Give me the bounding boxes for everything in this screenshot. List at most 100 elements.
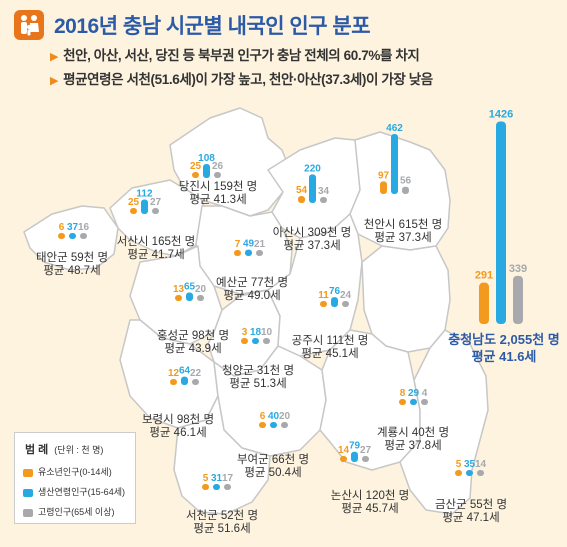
elderly-bar [192, 379, 199, 385]
youth-bar [259, 422, 266, 428]
working-value-label: 76 [329, 286, 341, 297]
elderly-value-label: 34 [318, 186, 330, 197]
working-value-label: 79 [349, 441, 361, 452]
region-avg-age-label: 평균 51.3세 [229, 377, 286, 390]
working-bar [309, 174, 316, 203]
region-name-label: 천안시 615천 명 [364, 217, 442, 231]
working-value-label: 108 [198, 153, 215, 164]
working-bar [186, 292, 193, 301]
youth-value-label: 7 [235, 239, 241, 250]
elderly-bar [197, 295, 204, 301]
working-bar [213, 484, 220, 490]
page-title: 2016년 충남 시군별 내국인 인구 분포 [54, 15, 371, 38]
elderly-value-label: 56 [400, 176, 412, 187]
legend-label: 고령인구(65세 이상) [38, 507, 115, 517]
working-swatch [23, 488, 33, 497]
youth-value-label: 8 [400, 388, 406, 399]
triangle-bullet-icon: ▶ [50, 51, 59, 63]
working-value-label: 29 [408, 388, 420, 399]
elderly-value-label: 14 [475, 459, 487, 470]
region-name-label: 금산군 55천 명 [435, 497, 507, 511]
total-elderly-value-label: 339 [509, 263, 527, 275]
youth-bar [320, 301, 327, 307]
working-bar [69, 233, 76, 239]
working-value-label: 18 [250, 327, 262, 338]
elderly-bar [362, 456, 369, 462]
region-name-label: 당진시 159천 명 [179, 179, 257, 193]
working-bar [252, 338, 259, 344]
legend-label: 생산연령인구(15-64세) [38, 487, 125, 497]
elderly-bar [342, 301, 349, 307]
working-bar [270, 422, 277, 428]
elderly-bar [477, 470, 484, 476]
region-name-label: 청양군 31천 명 [222, 363, 294, 377]
total-name-label: 충청남도 2,055천 명 [448, 332, 560, 347]
elderly-bar [224, 484, 231, 490]
working-bar [410, 399, 417, 405]
region-name-label: 서천군 52천 명 [186, 508, 258, 522]
elderly-bar [421, 399, 428, 405]
elderly-value-label: 20 [195, 284, 207, 295]
elderly-value-label: 27 [360, 445, 372, 456]
working-bar [391, 133, 398, 194]
youth-bar [455, 470, 462, 476]
summary-bullet: ▶ 천안, 아산, 서산, 당진 등 북부권 인구가 충남 전체의 60.7%를 … [50, 44, 420, 64]
youth-bar [241, 338, 248, 344]
region-avg-age-label: 평균 37.3세 [374, 231, 431, 244]
elderly-bar [320, 197, 327, 203]
region-name-label: 계룡시 40천 명 [377, 425, 449, 439]
working-value-label: 35 [464, 459, 476, 470]
youth-value-label: 3 [242, 327, 248, 338]
triangle-bullet-icon: ▶ [50, 75, 59, 87]
legend-unit: (단위 : 천 명) [54, 445, 104, 455]
legend-heading: 범 례 [25, 444, 49, 456]
working-value-label: 112 [136, 188, 153, 199]
youth-bar [130, 208, 137, 214]
region-avg-age-label: 평균 37.8세 [384, 439, 441, 452]
region-name-label: 공주시 111천 명 [292, 333, 369, 347]
elderly-value-label: 20 [279, 411, 291, 422]
youth-value-label: 6 [260, 411, 266, 422]
youth-value-label: 5 [203, 473, 209, 484]
region-avg-age-label: 평균 48.7세 [43, 264, 100, 277]
working-bar [351, 451, 358, 462]
region-avg-age-label: 평균 51.6세 [193, 522, 250, 535]
elderly-bar [263, 338, 270, 344]
region-name-label: 예산군 77천 명 [216, 275, 288, 289]
working-value-label: 462 [386, 123, 403, 134]
region-name-label: 보령시 98천 명 [142, 412, 214, 426]
youth-value-label: 12 [168, 368, 180, 379]
legend-label: 유소년인구(0-14세) [38, 467, 112, 477]
working-value-label: 31 [211, 473, 223, 484]
elderly-value-label: 17 [222, 473, 234, 484]
region-name-label: 논산시 120천 명 [331, 488, 409, 502]
region-boundary [173, 395, 271, 515]
legend: 범 례 (단위 : 천 명) 유소년인구(0-14세) 생산연령인구(15-64세… [14, 432, 136, 524]
youth-value-label: 5 [456, 459, 462, 470]
elderly-value-label: 4 [422, 388, 428, 399]
region-boundary [399, 329, 489, 515]
region-avg-age-label: 평균 43.9세 [164, 342, 221, 355]
youth-bar [175, 295, 182, 301]
family-icon [14, 10, 44, 40]
summary-text: 평균연령은 서천(51.6세)이 가장 높고, 천안·아산(37.3세)이 가장… [63, 72, 433, 87]
legend-item-youth: 유소년인구(0-14세) [23, 465, 112, 478]
elderly-bar [214, 172, 221, 178]
region-avg-age-label: 평균 47.1세 [442, 511, 499, 524]
elderly-value-label: 26 [212, 161, 224, 172]
legend-title: 범 례 (단위 : 천 명) [25, 441, 103, 457]
total-avg-age-label: 평균 41.6세 [472, 349, 537, 364]
elderly-value-label: 21 [254, 239, 266, 250]
working-value-label: 40 [268, 411, 280, 422]
youth-bar [380, 181, 387, 194]
elderly-value-label: 10 [261, 327, 273, 338]
region-avg-age-label: 평균 41.7세 [127, 248, 184, 261]
region-name-label: 태안군 59천 명 [36, 250, 108, 264]
total-elderly-bar [513, 275, 523, 324]
region-avg-age-label: 평균 50.4세 [244, 466, 301, 479]
elderly-bar [152, 208, 159, 214]
youth-value-label: 14 [338, 445, 350, 456]
